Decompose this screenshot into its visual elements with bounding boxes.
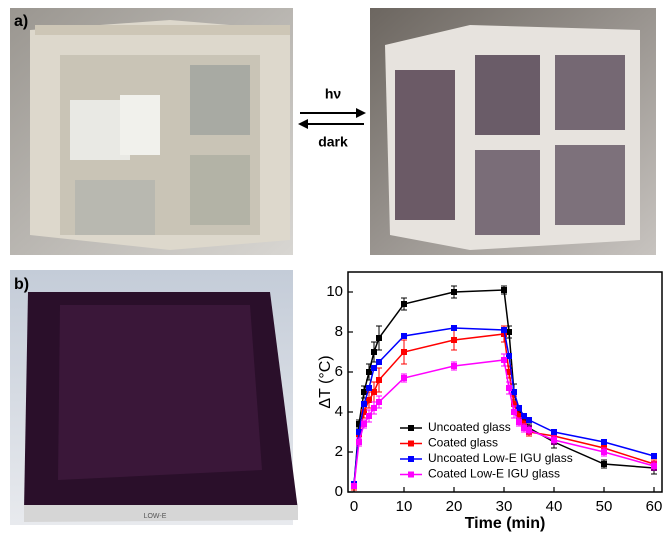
marker [651, 453, 657, 459]
y-tick-label: 0 [335, 483, 343, 500]
y-tick-label: 10 [326, 283, 343, 300]
legend-marker [408, 472, 414, 478]
arrows [298, 108, 366, 129]
y-tick-label: 6 [335, 363, 343, 380]
photo-film [10, 270, 298, 525]
chart: 0 10 20 30 40 50 60 0 2 4 6 8 10 Time (min) ΔT (°C) Unc… [317, 272, 662, 532]
legend-marker [408, 425, 414, 431]
legend-label: Coated Low-E IGU glass [428, 467, 560, 481]
legend-marker [408, 456, 414, 462]
legend-label: Uncoated glass [428, 420, 511, 434]
marker [376, 399, 382, 405]
marker [551, 437, 557, 443]
marker [501, 327, 507, 333]
legend-label: Coated glass [428, 436, 498, 450]
marker [601, 439, 607, 445]
x-tick-label: 50 [596, 498, 613, 515]
x-tick-label: 30 [496, 498, 513, 515]
marker [401, 349, 407, 355]
marker [451, 325, 457, 331]
x-tick-label: 20 [446, 498, 463, 515]
y-tick-label: 8 [335, 323, 343, 340]
figure: hν dark LOW-E a) b) 0 10 20 30 40 50 60 0 2 4 6 8 10… [0, 0, 666, 535]
marker [651, 463, 657, 469]
marker [506, 385, 512, 391]
marker [351, 483, 357, 489]
marker [601, 461, 607, 467]
marker [526, 427, 532, 433]
marker [376, 335, 382, 341]
marker [376, 359, 382, 365]
marker [366, 385, 372, 391]
photo-colored [370, 8, 656, 255]
photo-label: LOW-E [144, 513, 167, 520]
marker [401, 333, 407, 339]
marker [551, 429, 557, 435]
legend-label: Uncoated Low-E IGU glass [428, 451, 573, 465]
y-tick-label: 2 [335, 443, 343, 460]
x-tick-label: 0 [350, 498, 358, 515]
marker [601, 449, 607, 455]
marker [401, 301, 407, 307]
y-axis-label: ΔT (°C) [317, 355, 334, 408]
x-tick-label: 10 [396, 498, 413, 515]
panel-label: a) [14, 13, 28, 30]
x-tick-label: 60 [646, 498, 663, 515]
photo-bleached [10, 8, 293, 255]
panel-label: b) [14, 276, 29, 293]
marker [526, 417, 532, 423]
arrow-label: hν [325, 86, 342, 102]
marker [356, 439, 362, 445]
marker [376, 377, 382, 383]
marker [451, 363, 457, 369]
marker [401, 375, 407, 381]
marker [501, 357, 507, 363]
x-axis-label: Time (min) [465, 515, 546, 532]
marker [361, 401, 367, 407]
arrow-label: dark [318, 134, 348, 150]
marker [451, 289, 457, 295]
marker [511, 409, 517, 415]
legend-marker [408, 441, 414, 447]
x-tick-label: 40 [546, 498, 563, 515]
marker [451, 337, 457, 343]
y-tick-label: 4 [335, 403, 343, 420]
marker [371, 365, 377, 371]
marker [501, 287, 507, 293]
